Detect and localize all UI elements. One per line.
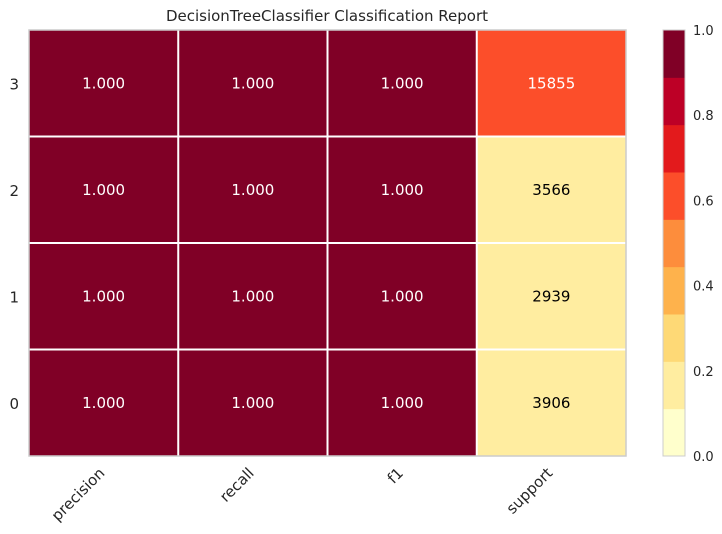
colorbar-tick-label: 0.2: [693, 365, 714, 380]
y-tick-label: 2: [9, 182, 19, 200]
heatmap-cell: [476, 349, 626, 456]
chart-title: DecisionTreeClassifier Classification Re…: [166, 7, 488, 25]
heatmap-cell: [29, 243, 179, 350]
cell-value-label: 3906: [532, 394, 570, 412]
colorbar-segment: [663, 408, 685, 457]
y-tick-label: 3: [9, 75, 19, 93]
x-tick-label: support: [503, 464, 557, 518]
heatmap-cell: [29, 136, 179, 243]
heatmap-cell: [327, 349, 477, 456]
colorbar-segment: [663, 77, 685, 126]
y-tick-label: 1: [9, 288, 19, 306]
colorbar-segment: [663, 172, 685, 220]
x-tick-label: recall: [216, 464, 258, 506]
heatmap-cell: [29, 30, 179, 137]
cell-value-label: 1.000: [231, 74, 274, 92]
colorbar-segment: [663, 219, 685, 268]
colorbar-tick-label: 0.8: [693, 109, 714, 124]
heatmap-cell: [178, 136, 328, 243]
y-axis-ticks: 3 2 1 0: [9, 75, 19, 413]
heatmap-cell: [29, 349, 179, 456]
y-tick-label: 0: [9, 395, 19, 413]
x-axis-ticks: precision recall f1 support: [48, 464, 556, 525]
cell-value-label: 1.000: [82, 181, 125, 199]
colorbar-segment: [663, 361, 685, 410]
cell-value-label: 1.000: [231, 287, 274, 305]
cell-value-label: 2939: [532, 287, 570, 305]
x-tick-label: f1: [384, 464, 407, 487]
colorbar-segment: [663, 30, 685, 78]
heatmap-cell: [327, 243, 477, 350]
cell-value-label: 1.000: [82, 74, 125, 92]
heatmap: 1.000 1.000 1.000 15855 1.000 1.000 1.000 3566 1…: [28, 29, 627, 457]
colorbar-tick-label: 0.6: [693, 194, 714, 209]
cell-value-label: 1.000: [381, 394, 424, 412]
colorbar-segment: [663, 314, 685, 362]
heatmap-cell: [178, 30, 328, 137]
colorbar-tick-label: 0.0: [693, 450, 714, 465]
heatmap-cell: [178, 243, 328, 350]
cell-value-label: 1.000: [82, 394, 125, 412]
colorbar-segment: [663, 266, 685, 315]
x-tick-label: precision: [48, 464, 109, 525]
colorbar: 0.0 0.2 0.4 0.6 0.8 1.0: [662, 24, 714, 465]
heatmap-cell: [178, 349, 328, 456]
heatmap-cell: [327, 136, 477, 243]
cell-value-label: 1.000: [231, 181, 274, 199]
cell-value-label: 1.000: [82, 287, 125, 305]
cell-value-label: 15855: [528, 74, 576, 92]
colorbar-frame: [662, 29, 686, 457]
heatmap-cell: [327, 30, 477, 137]
heatmap-cell: [476, 30, 626, 137]
plot-frame: [28, 29, 627, 457]
cell-value-label: 1.000: [381, 287, 424, 305]
cell-value-label: 3566: [532, 181, 570, 199]
colorbar-tick-label: 1.0: [693, 24, 714, 39]
cell-value-label: 1.000: [381, 74, 424, 92]
cell-value-label: 1.000: [231, 394, 274, 412]
colorbar-segment: [663, 124, 685, 173]
heatmap-cell: [476, 136, 626, 243]
heatmap-cell: [476, 243, 626, 350]
colorbar-tick-label: 0.4: [693, 280, 714, 295]
cell-value-label: 1.000: [381, 181, 424, 199]
